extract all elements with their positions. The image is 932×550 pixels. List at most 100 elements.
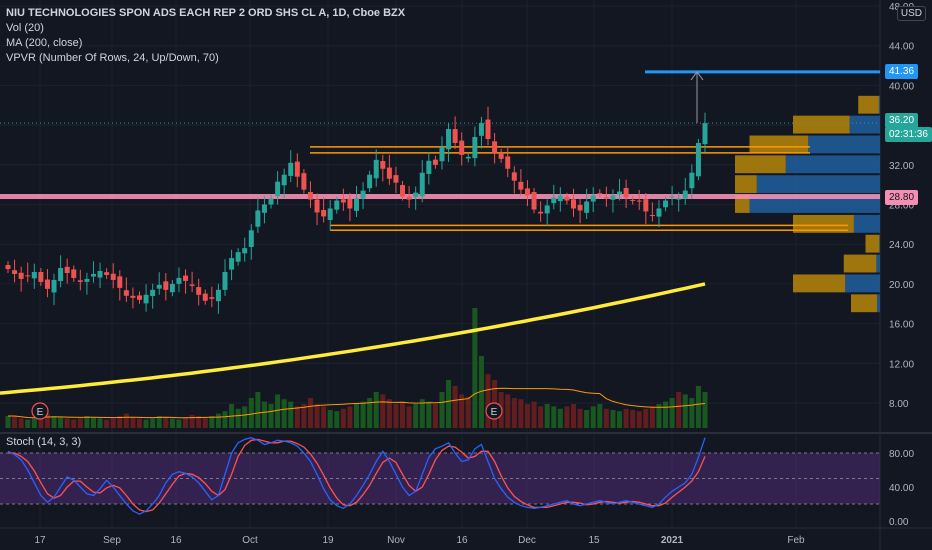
candle-body xyxy=(676,198,682,200)
stoch-indicator-label[interactable]: Stoch (14, 3, 3) xyxy=(6,436,82,448)
candle-body xyxy=(130,295,136,298)
candle-body xyxy=(386,167,392,179)
ma-indicator-label[interactable]: MA (200, close) xyxy=(6,37,83,49)
vpvr-row-up xyxy=(808,135,880,154)
volume-bar xyxy=(261,401,267,428)
candle-body xyxy=(603,197,609,199)
candle-body xyxy=(538,211,544,214)
candle-body xyxy=(400,185,406,197)
vpvr-row-up xyxy=(876,254,880,273)
volume-bar xyxy=(130,417,136,428)
candle-body xyxy=(702,123,708,145)
candle-body xyxy=(248,230,254,247)
target-price-badge: 41.36 xyxy=(885,64,919,79)
candle-body xyxy=(229,258,235,270)
candle-body xyxy=(104,272,110,275)
candle-body xyxy=(432,159,438,165)
volume-bar xyxy=(222,411,228,428)
volume-bar xyxy=(209,416,215,428)
volume-bar xyxy=(294,406,300,428)
volume-bar xyxy=(347,406,353,428)
volume-bar xyxy=(327,410,333,428)
symbol-title[interactable]: NIU TECHNOLOGIES SPON ADS EACH REP 2 ORD… xyxy=(6,7,406,19)
candle-body xyxy=(643,199,649,212)
vpvr-indicator-label[interactable]: VPVR (Number Of Rows, 24, Up/Down, 70) xyxy=(6,52,219,64)
time-axis-tick: 16 xyxy=(170,535,182,546)
candle-body xyxy=(478,123,484,136)
volume-bar xyxy=(360,401,366,428)
candle-body xyxy=(584,201,590,213)
candle-body xyxy=(301,173,307,190)
volume-bar xyxy=(702,392,708,428)
candle-body xyxy=(485,119,491,139)
stoch-axis-tick: 40.00 xyxy=(889,483,914,494)
candle-body xyxy=(649,215,655,217)
candle-body xyxy=(261,204,267,213)
earnings-marker-circle xyxy=(485,402,503,420)
volume-bar xyxy=(288,401,294,428)
volume-bar xyxy=(465,396,471,428)
candle-body xyxy=(551,197,557,204)
volume-indicator-label[interactable]: Vol (20) xyxy=(6,22,44,34)
volume-bar xyxy=(689,398,695,428)
volume-bar xyxy=(255,392,261,428)
volume-bar xyxy=(12,416,18,428)
vpvr-row-up xyxy=(877,294,880,313)
volume-bar xyxy=(51,416,57,428)
candle-body xyxy=(340,199,346,203)
candle-body xyxy=(669,196,675,198)
earnings-marker-circle xyxy=(31,402,49,420)
volume-bar xyxy=(275,394,281,428)
price-axis-tick: 16.00 xyxy=(889,320,914,331)
volume-bar xyxy=(419,399,425,428)
volume-bar xyxy=(682,394,688,428)
volume-bar xyxy=(623,408,629,428)
volume-bar xyxy=(656,404,662,428)
time-axis-tick: Nov xyxy=(387,535,405,546)
volume-bar xyxy=(557,408,563,428)
vpvr-row-down xyxy=(858,95,879,114)
candle-body xyxy=(446,129,452,150)
volume-bar xyxy=(354,404,359,428)
candle-body xyxy=(689,172,695,189)
candle-body xyxy=(25,275,31,277)
candle-body xyxy=(590,195,596,202)
earnings-marker-label: E xyxy=(37,407,44,418)
volume-bar xyxy=(64,418,70,428)
candle-body xyxy=(564,196,570,201)
vpvr-row-down xyxy=(735,175,757,194)
volume-bar xyxy=(544,404,550,428)
vpvr-row-up xyxy=(785,155,880,174)
time-axis-tick: 2021 xyxy=(661,535,684,546)
candle-body xyxy=(176,277,182,284)
currency-badge[interactable]: USD xyxy=(896,6,926,21)
time-axis[interactable]: 17 Sep 16 Oct 19 Nov 16 Dec 15 2021 Feb xyxy=(0,527,932,546)
vpvr-row-up xyxy=(849,115,880,134)
volume-bar xyxy=(564,406,570,428)
candle-body xyxy=(12,270,18,274)
volume-bar xyxy=(452,386,458,428)
time-axis-tick: 16 xyxy=(456,535,468,546)
candle-body xyxy=(321,210,327,217)
candle-body xyxy=(367,174,373,189)
volume-bar xyxy=(242,406,248,428)
candle-body xyxy=(90,273,96,277)
volume-bar xyxy=(248,398,254,428)
candle-body xyxy=(77,280,83,282)
stoch-panel xyxy=(0,437,880,515)
volume-bar xyxy=(169,418,175,428)
volume-bar xyxy=(314,404,320,428)
candle-body xyxy=(307,191,313,200)
candle-body xyxy=(189,284,195,286)
candle-body xyxy=(334,200,340,210)
price-level-lines[interactable] xyxy=(0,70,880,232)
vpvr-row-down xyxy=(793,214,854,233)
volume-bar xyxy=(71,419,77,428)
candle-body xyxy=(511,172,517,181)
candle-body xyxy=(531,191,537,210)
vpvr-row-up xyxy=(853,214,880,233)
volume-bar xyxy=(538,406,544,428)
candle-body xyxy=(314,199,320,213)
